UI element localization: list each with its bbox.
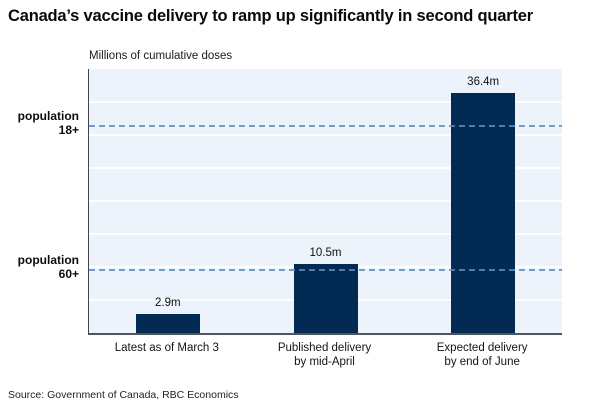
population-reference-label: population 60+ [17,253,79,281]
chart-subtitle: Millions of cumulative doses [89,50,233,62]
bar-value-label: 2.9m [155,296,181,309]
x-axis-category-label: Latest as of March 3 [114,342,219,354]
gridline [89,134,562,136]
plot-area: 2.9m 10.5m 36.4m [88,69,562,335]
gridline [89,101,562,103]
bar [293,263,358,333]
bar [135,313,200,333]
x-axis-category-label: Expected delivery by end of June [436,342,528,368]
population-reference-line [89,269,562,272]
bar [451,92,516,333]
gridline [89,233,562,235]
population-reference-line [89,125,562,128]
chart-title: Canada’s vaccine delivery to ramp up sig… [8,7,533,25]
source-note: Source: Government of Canada, RBC Econom… [8,389,239,401]
gridline [89,200,562,202]
gridline [89,167,562,169]
x-axis-category-label: Published delivery by mid-April [277,342,372,368]
bar-value-label: 36.4m [467,75,500,88]
bar-value-label: 10.5m [309,246,342,259]
population-reference-label: population 18+ [17,109,79,137]
